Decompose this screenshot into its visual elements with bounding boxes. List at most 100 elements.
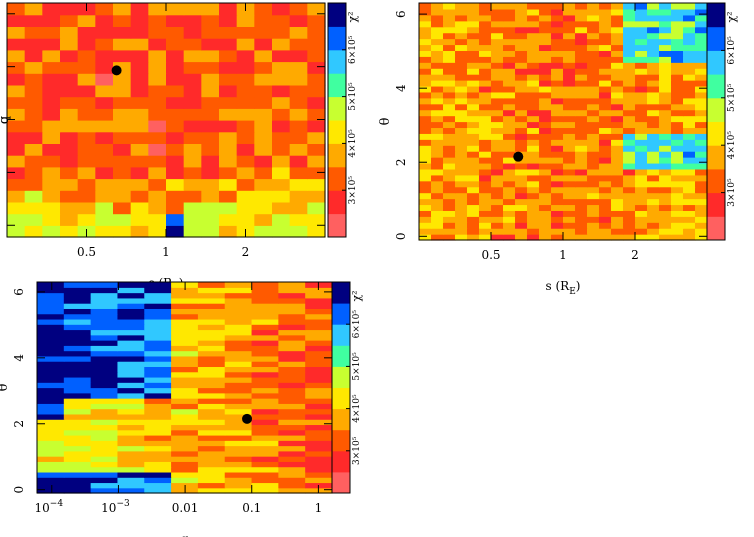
colorbar-swatch	[328, 65, 346, 70]
colorbar-swatch	[332, 401, 350, 406]
heatmap-cell	[635, 91, 648, 99]
best-fit-point	[111, 65, 122, 76]
heatmap-cell	[479, 139, 492, 146]
heatmap-cell	[130, 38, 149, 51]
heatmap-cell	[171, 292, 199, 299]
colorbar-swatch	[707, 22, 725, 28]
heatmap-cell	[623, 174, 636, 182]
heatmap-cell	[623, 103, 636, 111]
heatmap-cell	[63, 371, 92, 378]
heatmap-cell	[683, 192, 696, 200]
colorbar-tick-label: 6×10⁵	[352, 310, 362, 339]
heatmap-cell	[201, 14, 220, 27]
heatmap-cell	[251, 408, 279, 415]
colorbar-swatch	[328, 42, 346, 47]
heatmap-cell	[24, 166, 43, 180]
heatmap-cell	[575, 204, 588, 211]
heatmap-cell	[659, 151, 672, 158]
heatmap-cell	[63, 297, 92, 304]
heatmap-cell	[305, 324, 333, 331]
heatmap-cell	[443, 115, 456, 123]
heatmap-cell	[37, 371, 65, 378]
heatmap-cell	[90, 340, 119, 346]
heatmap-cell	[183, 201, 202, 215]
heatmap-cell	[551, 228, 564, 235]
heatmap-cell	[63, 482, 92, 489]
heatmap-cell	[563, 198, 576, 206]
heatmap-cell	[527, 162, 540, 170]
heatmap-cell	[683, 174, 696, 182]
heatmap-cell	[623, 228, 636, 235]
heatmap-cell	[251, 466, 279, 473]
heatmap-cell	[278, 345, 306, 352]
heatmap-cell	[419, 216, 432, 223]
heatmap-cell	[95, 143, 114, 156]
heatmap-cell	[77, 49, 96, 63]
heatmap-cell	[563, 222, 576, 229]
heatmap-cell	[539, 14, 552, 22]
heatmap-cell	[201, 108, 220, 121]
heatmap-cell	[683, 8, 696, 16]
heatmap-cell	[7, 61, 26, 74]
heatmap-cell	[587, 228, 600, 235]
heatmap-cell	[90, 477, 119, 484]
heatmap-cell	[623, 216, 636, 223]
heatmap-cell	[130, 178, 149, 191]
heatmap-cell	[479, 133, 492, 140]
heatmap-cell	[683, 38, 696, 46]
heatmap-cell	[659, 115, 672, 123]
heatmap-cell	[539, 38, 552, 46]
heatmap-cell	[60, 96, 79, 109]
heatmap-cell	[77, 190, 96, 203]
heatmap-cell	[171, 303, 199, 309]
colorbar-swatch	[328, 61, 346, 66]
heatmap-cell	[90, 355, 119, 362]
heatmap-cell	[515, 44, 528, 51]
colorbar-swatch	[332, 345, 350, 350]
heatmap-cell	[503, 168, 516, 176]
heatmap-cell	[37, 297, 65, 304]
heatmap-cell	[90, 297, 119, 304]
heatmap-cell	[539, 216, 552, 223]
heatmap-cell	[599, 139, 612, 146]
heatmap-cell	[305, 303, 333, 309]
heatmap-cell	[575, 133, 588, 140]
heatmap-cell	[60, 108, 79, 121]
heatmap-cell	[527, 121, 540, 129]
heatmap-cell	[623, 115, 636, 123]
heatmap-cell	[224, 482, 253, 489]
heatmap-cell	[551, 103, 564, 111]
heatmap-cell	[60, 49, 79, 63]
heatmap-cell	[599, 216, 612, 223]
heatmap-cell	[251, 434, 279, 441]
heatmap-cell	[419, 109, 432, 117]
colorbar-tick-label: 5×10⁵	[348, 82, 358, 111]
heatmap-cell	[599, 8, 612, 16]
heatmap-cell	[171, 387, 199, 394]
heatmap-cell	[647, 103, 660, 111]
heatmap-cell	[503, 44, 516, 51]
heatmap-cell	[148, 84, 167, 98]
x-tick-label: 0.1	[242, 501, 261, 515]
heatmap-cell	[224, 297, 253, 304]
colorbar-swatch	[332, 391, 350, 396]
heatmap-cell	[90, 334, 119, 341]
heatmap-cell	[224, 450, 253, 457]
heatmap-cell	[305, 413, 333, 420]
heatmap-cell	[659, 85, 672, 93]
heatmap-cell	[563, 97, 576, 105]
heatmap-cell	[575, 38, 588, 46]
colorbar-swatch	[707, 184, 725, 190]
heatmap-cell	[166, 201, 185, 215]
heatmap-cell	[659, 127, 672, 134]
heatmap-cell	[431, 26, 444, 34]
heatmap-cell	[623, 20, 636, 28]
heatmap-cell	[623, 121, 636, 129]
heatmap-cell	[144, 376, 172, 383]
heatmap-cell	[95, 73, 114, 86]
heatmap-cell	[611, 198, 624, 206]
heatmap-cell	[197, 477, 226, 484]
heatmap-cell	[289, 201, 308, 215]
heatmap-cell	[289, 213, 308, 226]
heatmap-cell	[171, 403, 199, 410]
